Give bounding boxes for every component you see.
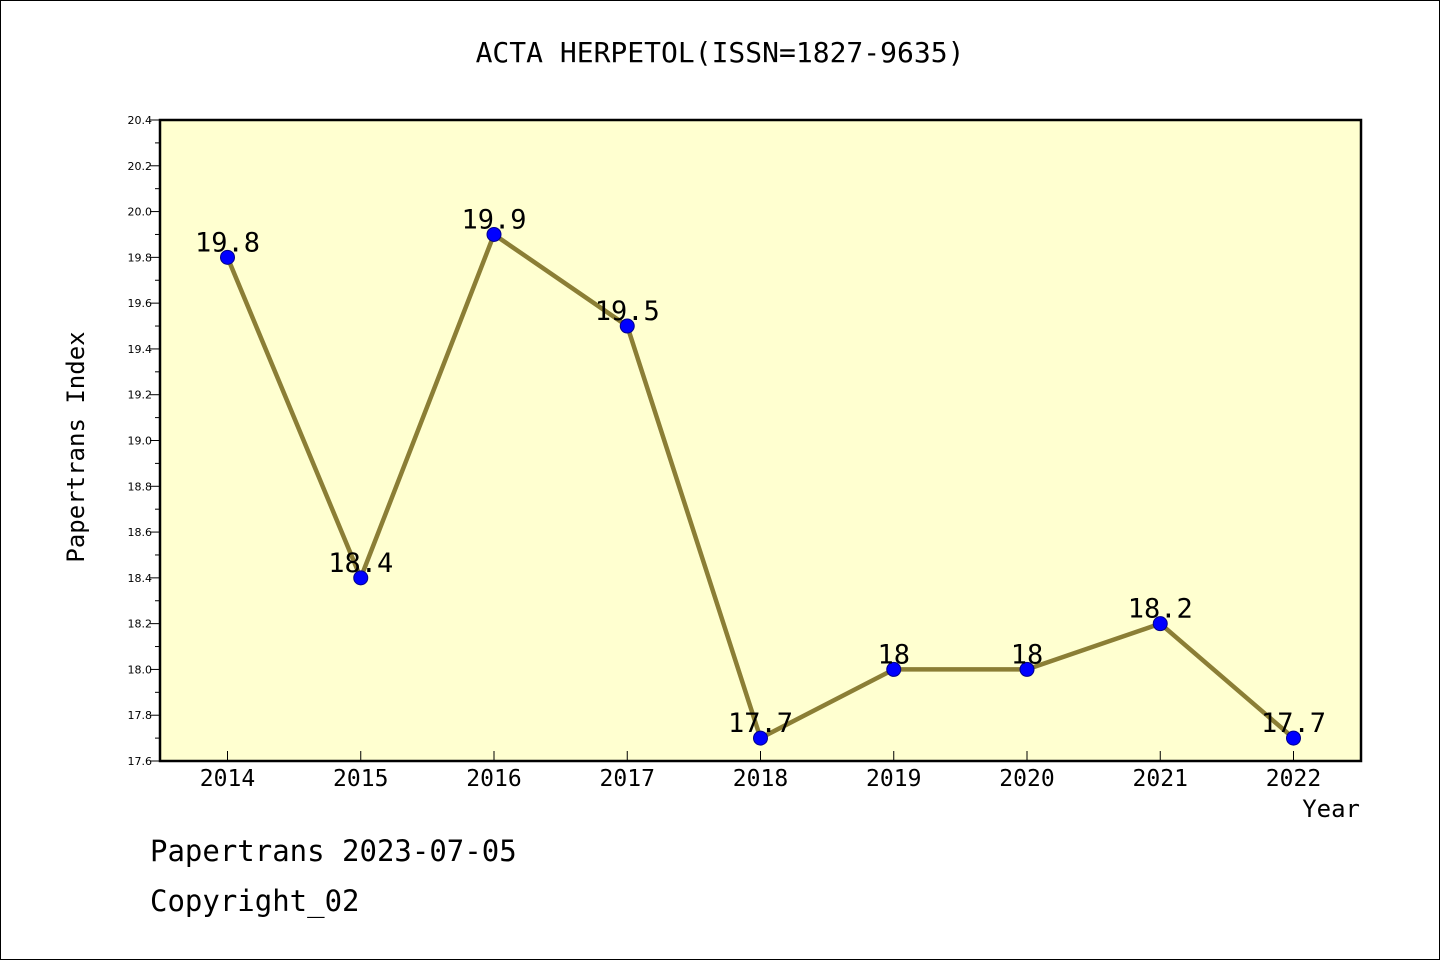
footer-copyright: Copyright_02: [150, 884, 360, 918]
y-tick-label: 19.0: [128, 435, 153, 448]
data-labels: 19.8 18.4 19.9 19.5 17.7 18 18 18.2 17.7: [195, 204, 1326, 739]
data-point: [1286, 730, 1301, 746]
data-point: [486, 226, 502, 242]
data-label: 19.9: [461, 204, 526, 235]
data-label: 18: [877, 639, 910, 670]
y-tick-label: 19.6: [128, 297, 153, 310]
y-tick-label: 19.4: [128, 343, 153, 356]
data-label: 19.8: [195, 227, 260, 258]
y-tick-label: 20.2: [128, 160, 153, 173]
y-tick-label: 17.8: [128, 709, 153, 722]
data-point: [1152, 616, 1168, 632]
y-tick-label: 20.0: [128, 206, 153, 219]
x-tick-label: 2017: [600, 766, 655, 792]
y-axis-label: Papertrans Index: [62, 331, 90, 563]
data-label: 19.5: [595, 296, 660, 327]
data-label: 18: [1011, 639, 1044, 670]
y-tick-label: 19.8: [128, 251, 153, 264]
x-tick-label: 2021: [1133, 766, 1188, 792]
data-label: 18.2: [1128, 594, 1193, 625]
data-label: 17.7: [1261, 708, 1326, 739]
data-point: [619, 318, 635, 334]
x-axis-label: Year: [1302, 795, 1360, 823]
plot-border: [158, 118, 1363, 763]
y-axis: 17.6 17.8 18.0 18.2 18.4 18.6 18.8 19.0 19.2 19.4…: [128, 114, 160, 768]
y-tick-label: 20.4: [128, 114, 153, 127]
data-label: 17.7: [728, 708, 793, 739]
x-tick-label: 2014: [200, 766, 255, 792]
y-tick-label: 18.6: [128, 526, 153, 539]
data-point: [753, 730, 768, 746]
y-tick-label: 17.6: [128, 755, 153, 768]
data-point: [886, 661, 902, 677]
data-point: [220, 249, 235, 265]
footer-date: Papertrans 2023-07-05: [150, 834, 517, 868]
x-tick-label: 2015: [333, 766, 388, 792]
y-tick-label: 18.4: [128, 572, 153, 585]
x-tick-label: 2018: [733, 766, 788, 792]
data-point: [353, 570, 369, 586]
x-tick-label: 2020: [999, 766, 1054, 792]
x-tick-label: 2019: [866, 766, 921, 792]
x-tick-label: 2022: [1266, 766, 1321, 792]
y-tick-label: 18.2: [128, 618, 153, 631]
x-tick-label: 2016: [466, 766, 521, 792]
y-tick-label: 18.8: [128, 480, 153, 493]
y-tick-label: 18.0: [128, 663, 153, 676]
series-papertrans-index: [220, 226, 1301, 746]
data-point: [1019, 661, 1035, 677]
data-label: 18.4: [328, 548, 393, 579]
x-axis: 2014 2015 2016 2017 2018 2019 2020 2021 2022: [200, 751, 1321, 792]
plot-area: [160, 120, 1361, 761]
chart-title: ACTA HERPETOL(ISSN=1827-9635): [475, 36, 965, 69]
y-tick-label: 19.2: [128, 389, 153, 402]
